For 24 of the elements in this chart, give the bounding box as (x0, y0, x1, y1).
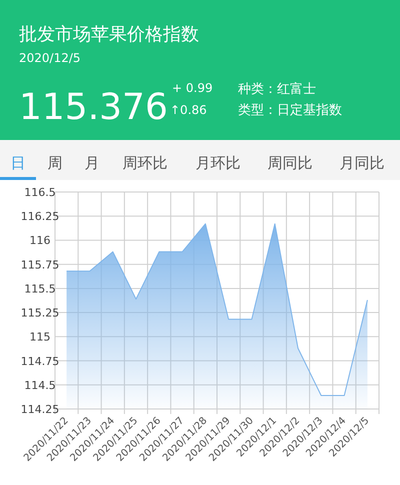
y-tick-label: 114.5 (24, 378, 56, 392)
y-tick-label: 114.75 (20, 354, 60, 368)
text: 周环比 (122, 154, 168, 172)
text: 日 (10, 154, 26, 172)
text: 类型：日定基指数 (238, 103, 342, 118)
text: 月 (84, 154, 100, 172)
text: 周 (48, 154, 62, 172)
y-tick-label: 116 (30, 234, 50, 248)
y-tick-label: 115.5 (24, 282, 56, 296)
text: 月同比 (340, 154, 384, 172)
text: 月环比 (196, 154, 240, 172)
text: 周同比 (268, 154, 312, 172)
y-tick-label: 115 (30, 330, 50, 344)
y-tick-label: 115.75 (20, 258, 60, 272)
text: 115.376 (19, 87, 168, 128)
y-tick-label: 115.25 (20, 306, 60, 320)
chart-title: 批发市场苹果价格指数 (19, 24, 199, 45)
y-tick-label: 116.25 (20, 210, 60, 224)
text: ↑0.86 (170, 103, 207, 117)
y-tick-label: 114.25 (20, 403, 60, 416)
text: 种类：红富士 (238, 81, 316, 97)
y-tick-label: 116.5 (24, 186, 56, 199)
chart-subtitle: 2020/12/5 (19, 51, 81, 65)
text: + 0.99 (172, 81, 213, 95)
